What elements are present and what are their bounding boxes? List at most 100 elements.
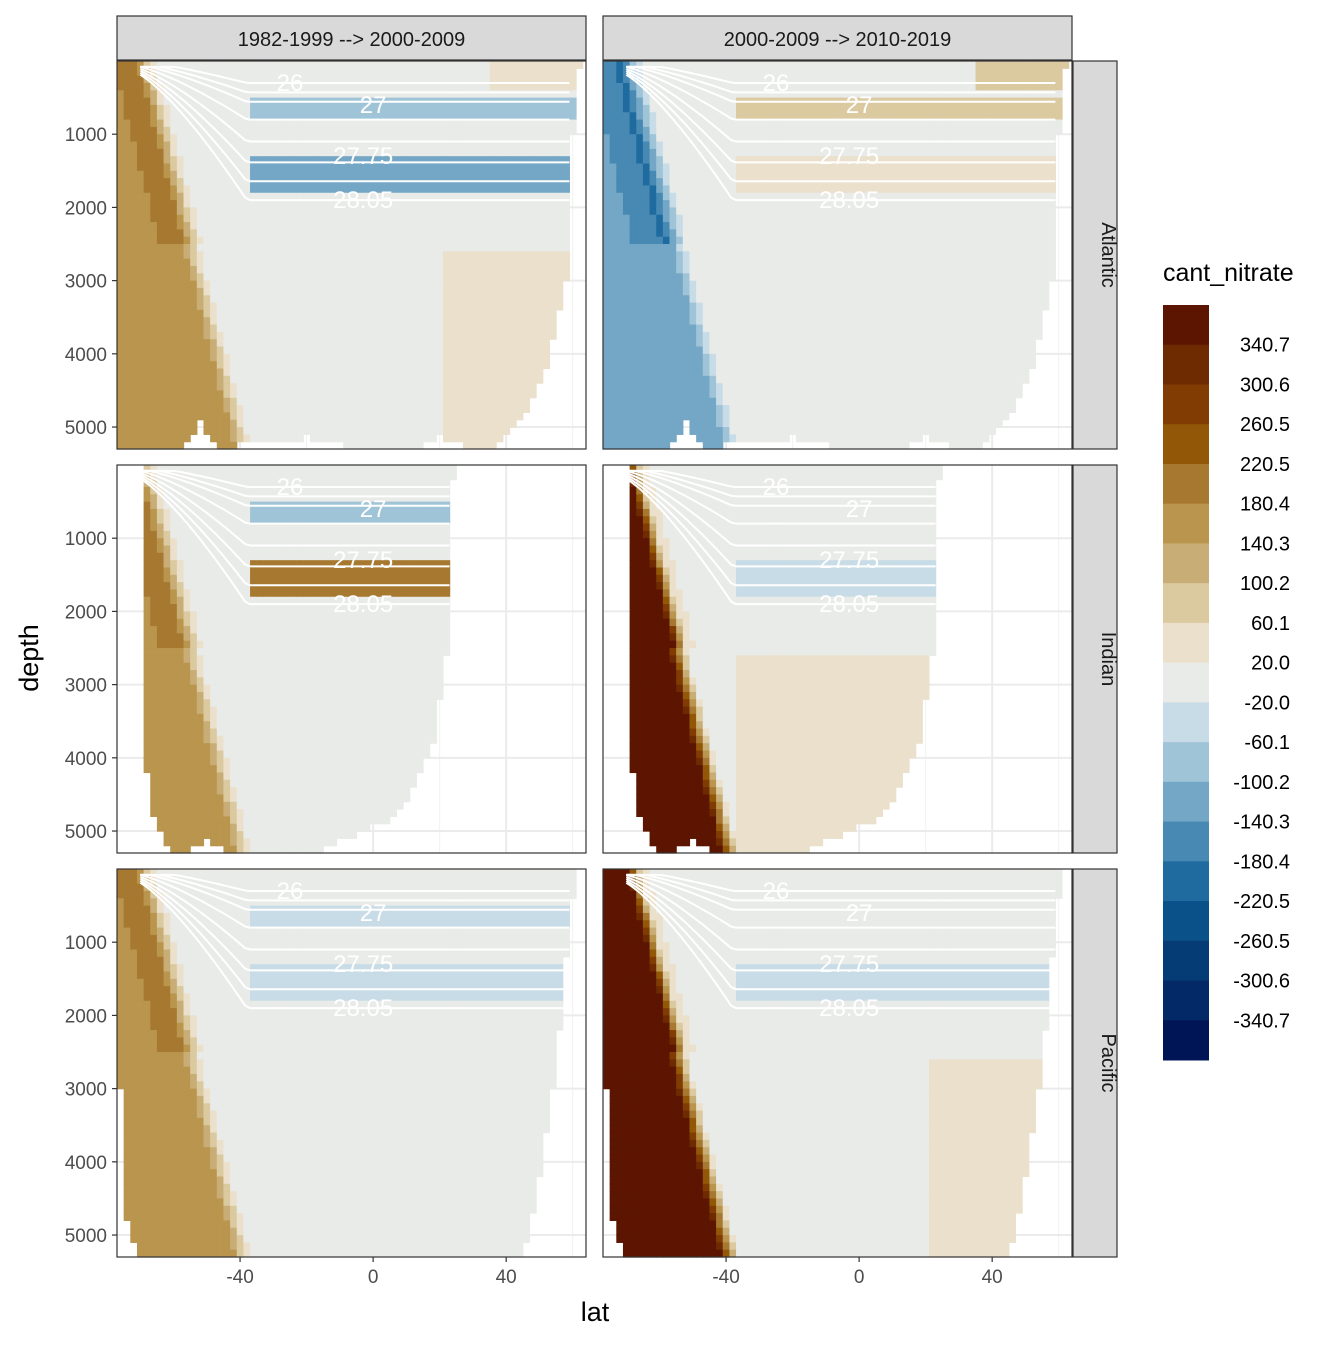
contour-cell [516, 142, 523, 150]
contour-cell [317, 61, 324, 69]
contour-cell [430, 105, 437, 113]
contour-cell [237, 281, 244, 289]
contour-cell [117, 156, 124, 164]
contour-cell [603, 193, 610, 201]
contour-cell [310, 163, 317, 171]
contour-cell [529, 295, 536, 303]
contour-cell [416, 185, 423, 193]
contour-cell [117, 244, 124, 252]
contour-cell [237, 420, 244, 428]
contour-cell [723, 376, 730, 384]
contour-cell [736, 142, 743, 150]
contour-cell [470, 61, 477, 69]
contour-cell [223, 347, 230, 355]
contour-cell [709, 310, 716, 318]
contour-cell [423, 259, 430, 267]
contour-cell [610, 390, 617, 398]
contour-cell [736, 185, 743, 193]
contour-cell [703, 310, 710, 318]
contour-cell [536, 281, 543, 289]
contour-cell [549, 200, 556, 208]
contour-cell [390, 127, 397, 135]
contour-cell [263, 244, 270, 252]
contour-cell [643, 303, 650, 311]
contour-cell [636, 105, 643, 113]
contour-cell [496, 251, 503, 259]
contour-cell [703, 427, 710, 435]
contour-cell [390, 288, 397, 296]
contour-cell [716, 405, 723, 413]
contour-cell [277, 347, 284, 355]
contour-cell [709, 398, 716, 406]
contour-cell [729, 185, 736, 193]
contour-cell [283, 200, 290, 208]
contour-cell [117, 142, 124, 150]
contour-cell [203, 237, 210, 245]
contour-cell [177, 244, 184, 252]
contour-cell [516, 251, 523, 259]
contour-cell [297, 163, 304, 171]
contour-cell [223, 420, 230, 428]
contour-cell [124, 244, 131, 252]
contour-cell [164, 303, 171, 311]
contour-cell [270, 368, 277, 376]
contour-cell [416, 163, 423, 171]
contour-cell [549, 332, 556, 340]
contour-cell [603, 200, 610, 208]
contour-cell [756, 434, 763, 442]
contour-cell [410, 200, 417, 208]
contour-cell [769, 237, 776, 245]
contour-cell [370, 259, 377, 267]
contour-cell [676, 178, 683, 186]
contour-cell [769, 405, 776, 413]
contour-cell [643, 412, 650, 420]
contour-cell [556, 259, 563, 267]
contour-cell [549, 244, 556, 252]
contour-cell [190, 251, 197, 259]
contour-cell [436, 83, 443, 91]
contour-cell [230, 310, 237, 318]
contour-cell [476, 200, 483, 208]
contour-cell [223, 295, 230, 303]
contour-cell [390, 105, 397, 113]
contour-cell [157, 222, 164, 230]
contour-cell [703, 303, 710, 311]
contour-cell [343, 383, 350, 391]
contour-cell [177, 383, 184, 391]
contour-cell [177, 339, 184, 347]
contour-cell [263, 127, 270, 135]
contour-cell [303, 120, 310, 128]
contour-cell [430, 383, 437, 391]
contour-cell [490, 251, 497, 259]
contour-cell [403, 149, 410, 157]
contour-cell [716, 295, 723, 303]
contour-cell [157, 163, 164, 171]
contour-cell [283, 427, 290, 435]
contour-cell [510, 303, 517, 311]
contour-cell [130, 171, 137, 179]
contour-cell [150, 281, 157, 289]
contour-cell [736, 171, 743, 179]
contour-cell [210, 222, 217, 230]
contour-cell [177, 281, 184, 289]
contour-cell [343, 339, 350, 347]
contour-cell [190, 163, 197, 171]
contour-cell [769, 325, 776, 333]
contour-cell [250, 185, 257, 193]
contour-cell [603, 171, 610, 179]
contour-cell [170, 427, 177, 435]
contour-cell [536, 295, 543, 303]
contour-cell [237, 273, 244, 281]
contour-cell [763, 215, 770, 223]
contour-cell [556, 281, 563, 289]
contour-cell [370, 361, 377, 369]
contour-cell [363, 295, 370, 303]
contour-cell [716, 310, 723, 318]
contour-cell [709, 354, 716, 362]
contour-cell [736, 127, 743, 135]
contour-cell [130, 332, 137, 340]
contour-cell [789, 68, 796, 76]
contour-cell [184, 390, 191, 398]
contour-cell [670, 347, 677, 355]
contour-cell [470, 383, 477, 391]
